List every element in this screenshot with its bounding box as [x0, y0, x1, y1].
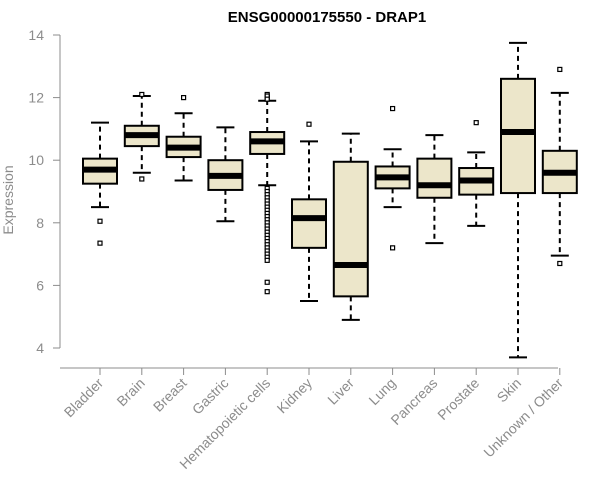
outlier-point	[557, 260, 563, 267]
y-tick-label: 4	[36, 340, 44, 356]
y-tick-label: 10	[28, 152, 44, 168]
x-tick-label: Kidney	[274, 375, 316, 417]
y-ticks: 4 6 8 10 12 14	[28, 27, 60, 356]
box-4	[249, 91, 286, 295]
outlier-point	[264, 96, 270, 102]
y-axis-label: Expression	[0, 165, 16, 234]
box-iqr	[416, 157, 453, 199]
y-tick-label: 14	[28, 27, 44, 43]
box-iqr	[291, 198, 327, 249]
box-2	[165, 94, 202, 182]
y-tick-label: 6	[36, 277, 44, 293]
outlier-point	[139, 91, 145, 98]
outlier-point	[390, 105, 396, 112]
outlier-point	[264, 289, 270, 295]
y-tick-label: 8	[36, 215, 44, 231]
x-tick-label: Prostate	[434, 375, 482, 423]
x-tick-label: Lung	[365, 375, 398, 408]
x-tick-label: Liver	[324, 375, 357, 408]
outlier-point	[306, 121, 312, 127]
boxes-group	[82, 41, 578, 359]
box-6	[332, 132, 369, 321]
outlier-point	[181, 94, 187, 101]
box-iqr	[332, 160, 369, 298]
box-10	[500, 41, 536, 359]
box-iqr	[500, 77, 536, 195]
outlier-point	[97, 218, 103, 224]
x-tick-label: Unknown / Other	[480, 375, 566, 461]
box-3	[207, 126, 244, 223]
outlier-point	[557, 66, 563, 73]
chart-title: ENSG00000175550 - DRAP1	[228, 9, 426, 26]
x-tick-label: Bladder	[61, 375, 107, 421]
x-tick-label: Brain	[113, 375, 147, 409]
outlier-point	[264, 257, 270, 263]
box-1	[123, 91, 160, 182]
y-tick-label: 12	[28, 90, 44, 106]
outlier-point	[390, 245, 396, 251]
outlier-point	[264, 279, 270, 285]
outlier-point	[139, 176, 145, 182]
outlier-point	[473, 120, 479, 126]
box-5	[291, 121, 327, 303]
x-tick-label: Skin	[494, 375, 525, 406]
x-tick-label: Breast	[150, 375, 190, 415]
box-9	[458, 120, 495, 227]
outlier-point	[97, 240, 103, 246]
box-11	[541, 66, 578, 267]
box-7	[374, 105, 411, 251]
box-8	[416, 134, 453, 245]
box-0	[82, 121, 118, 246]
